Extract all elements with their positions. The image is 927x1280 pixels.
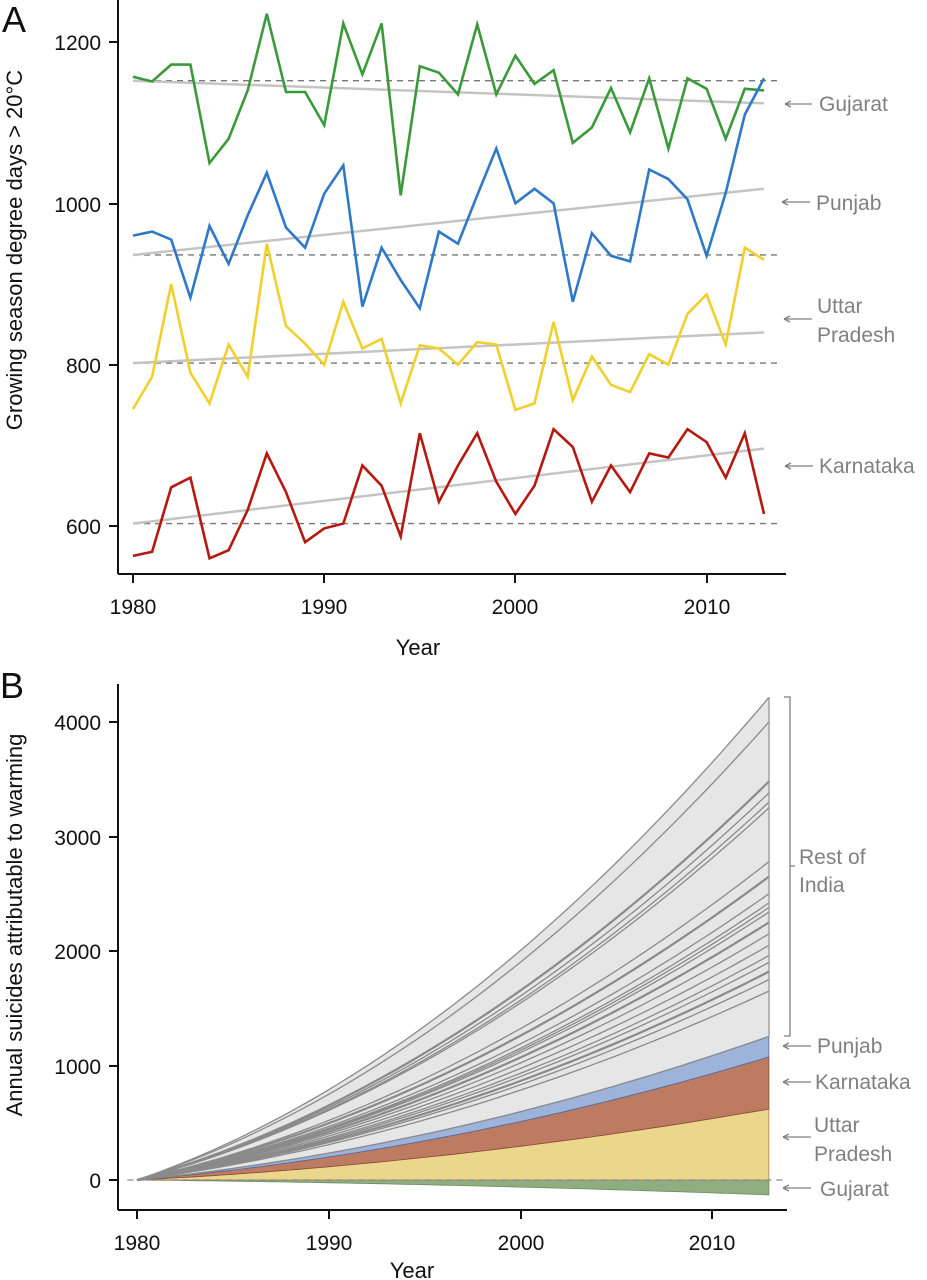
b-x-ticks: 1980 1990 2000 2010	[114, 1210, 736, 1255]
series-line-uttar-pradesh	[131, 243, 765, 412]
annotation-rest-of-india: Rest of India	[784, 696, 866, 1037]
state-boundary-line	[136, 944, 770, 1181]
panel-b: B 4000 3000 2000 1000 0 1980 1990 2000 2…	[0, 665, 911, 1280]
state-boundary-line	[136, 961, 770, 1181]
state-boundary-line	[136, 990, 770, 1181]
b-ytick-label: 4000	[54, 712, 101, 735]
b-ytick-label: 2000	[54, 941, 101, 964]
arrow-head-icon	[782, 1042, 790, 1050]
state-boundary-line	[136, 801, 770, 1181]
a-ytick-label: 800	[66, 355, 101, 378]
a-xtick-label: 1990	[301, 596, 348, 619]
a-xtick-label: 2000	[492, 596, 539, 619]
annot-label: Punjab	[816, 192, 881, 215]
annot-label: Pradesh	[814, 1143, 892, 1166]
series-line-punjab	[132, 77, 766, 312]
annot-label: Rest of	[799, 846, 866, 869]
trend-punjab	[132, 187, 765, 257]
panel-a: A 1200 1000 800 600 1980 1990 2000 2010 …	[2, 0, 915, 660]
arrow-head-icon	[784, 462, 792, 470]
b-xtick-label: 2010	[689, 1232, 736, 1255]
rest-of-india-lines	[127, 696, 787, 1182]
annot-label: India	[799, 874, 845, 897]
annot-label: Karnataka	[815, 1071, 911, 1094]
annot-label: Karnataka	[819, 455, 915, 478]
a-x-axis-title: Year	[396, 635, 440, 660]
a-ytick-label: 600	[66, 516, 101, 539]
b-xtick-label: 2000	[498, 1232, 545, 1255]
trend-gujarat	[132, 79, 765, 105]
trend-uttar-pradesh	[132, 331, 765, 365]
panel-a-letter: A	[2, 0, 26, 40]
annotation-uttar-pradesh: Uttar Pradesh	[782, 1114, 892, 1166]
a-xtick-label: 1980	[110, 596, 157, 619]
series-lines	[131, 13, 766, 561]
annotation-uttar-pradesh: Uttar Pradesh	[783, 295, 895, 347]
state-boundary-line	[136, 721, 770, 1181]
annotation-gujarat: Gujarat	[782, 1178, 889, 1201]
annot-label: Pradesh	[817, 324, 895, 347]
arrow-head-icon	[782, 1184, 790, 1192]
arrow-head-icon	[783, 315, 791, 323]
b-xtick-label: 1990	[306, 1232, 353, 1255]
state-boundary-line	[136, 1035, 770, 1181]
panel-b-letter: B	[0, 665, 24, 706]
b-ytick-label: 0	[89, 1170, 101, 1193]
annotation-punjab: Punjab	[781, 192, 881, 215]
a-xtick-label: 2010	[684, 596, 731, 619]
b-y-ticks: 4000 3000 2000 1000 0	[54, 712, 118, 1193]
state-boundary-line	[136, 955, 770, 1181]
b-ytick-label: 3000	[54, 827, 101, 850]
area-rest-of-india	[137, 697, 769, 1180]
state-boundary-line	[136, 970, 770, 1182]
arrow-head-icon	[784, 100, 792, 108]
b-ytick-label: 1000	[54, 1056, 101, 1079]
area-gujarat	[136, 1179, 770, 1196]
state-boundary-line	[136, 696, 770, 1181]
a-y-ticks: 1200 1000 800 600	[54, 32, 118, 539]
arrow-head-icon	[781, 198, 789, 206]
state-boundary-line	[136, 875, 770, 1182]
annot-label: Uttar	[817, 295, 863, 318]
annot-label: Punjab	[817, 1035, 882, 1058]
bracket-icon	[784, 696, 795, 1037]
state-boundary-line	[136, 861, 770, 1181]
a-ytick-label: 1200	[54, 32, 101, 55]
a-ytick-label: 1000	[54, 194, 101, 217]
b-xtick-label: 1980	[114, 1232, 161, 1255]
annot-label: Gujarat	[819, 93, 888, 116]
b-x-axis-title: Year	[390, 1258, 434, 1280]
a-x-ticks: 1980 1990 2000 2010	[110, 574, 731, 619]
stacked-areas	[136, 697, 770, 1196]
state-boundary-line	[136, 893, 770, 1181]
annot-label: Uttar	[814, 1114, 860, 1137]
annotation-karnataka: Karnataka	[784, 455, 915, 478]
annotation-karnataka: Karnataka	[782, 1071, 911, 1094]
series-line-karnataka	[132, 426, 766, 561]
annotation-gujarat: Gujarat	[784, 93, 888, 116]
state-boundary-line	[136, 921, 770, 1182]
state-boundary-line	[136, 780, 770, 1182]
annot-label: Gujarat	[820, 1178, 889, 1201]
b-y-axis-title: Annual suicides attributable to warming	[2, 734, 27, 1117]
state-boundary-line	[136, 902, 770, 1181]
arrow-head-icon	[782, 1078, 790, 1086]
arrow-head-icon	[782, 1133, 790, 1141]
a-y-axis-title: Growing season degree days > 20°C	[2, 70, 27, 431]
series-line-gujarat	[132, 13, 765, 196]
annotation-punjab: Punjab	[782, 1035, 882, 1058]
